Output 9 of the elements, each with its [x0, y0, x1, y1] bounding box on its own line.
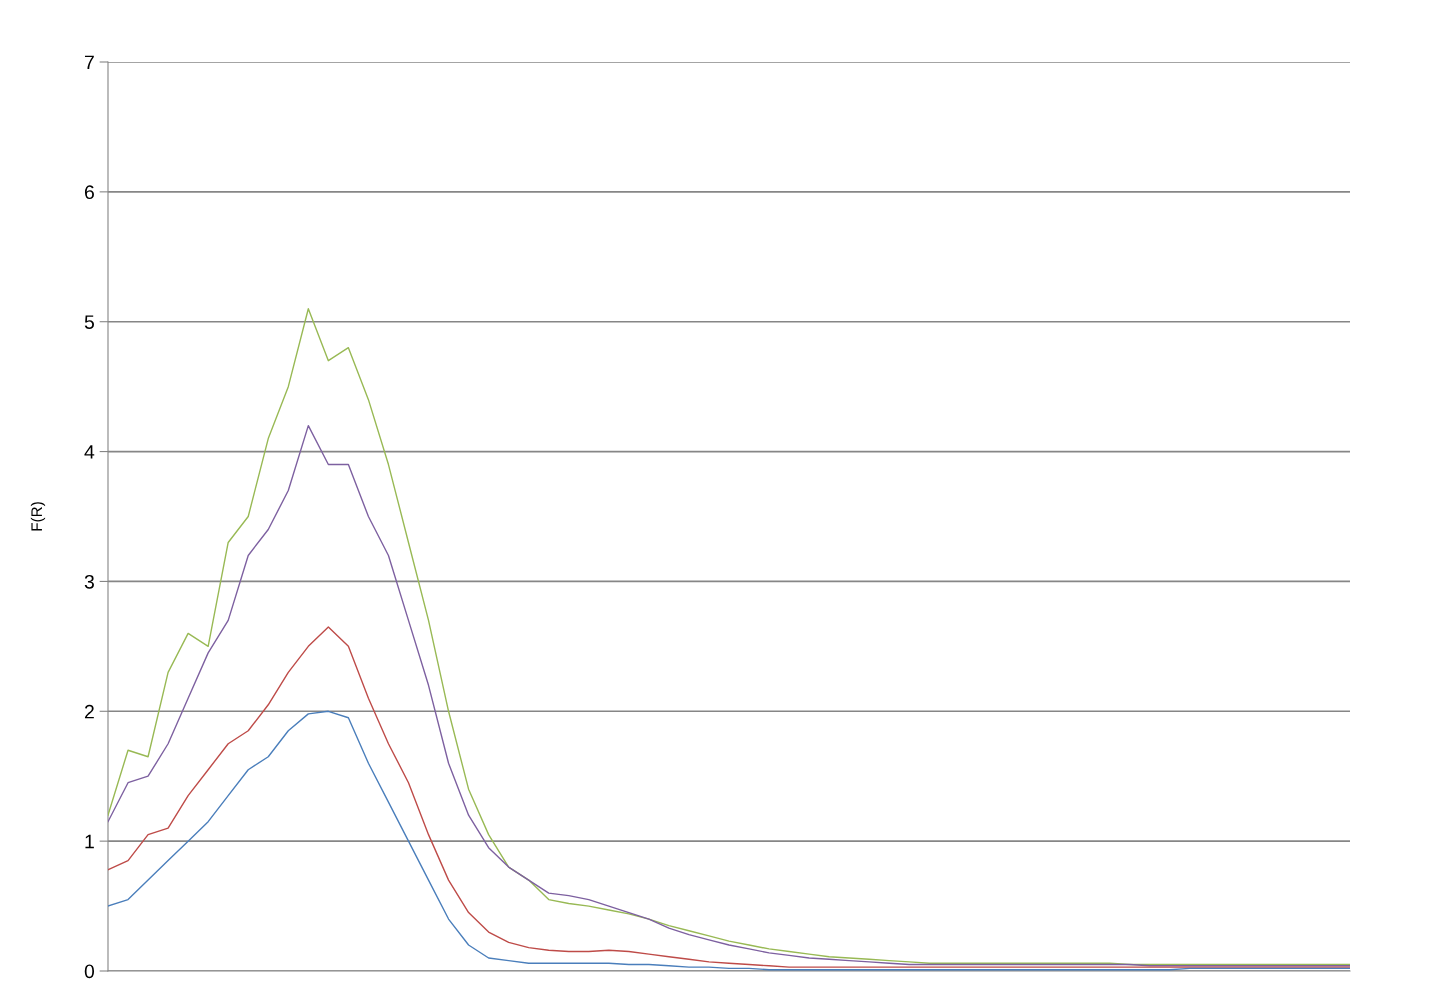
y-tick-label: 6: [84, 185, 94, 200]
y-axis-title: F(R): [30, 502, 46, 531]
y-tick-label: 3: [84, 574, 94, 589]
y-tick-label: 1: [85, 834, 94, 849]
y-tick-label: 4: [84, 445, 95, 459]
y-tick-label: 0: [84, 964, 95, 979]
y-tick-label: 2: [84, 704, 94, 719]
y-tick-label: 7: [84, 55, 94, 70]
y-tick-label: 5: [84, 315, 94, 329]
